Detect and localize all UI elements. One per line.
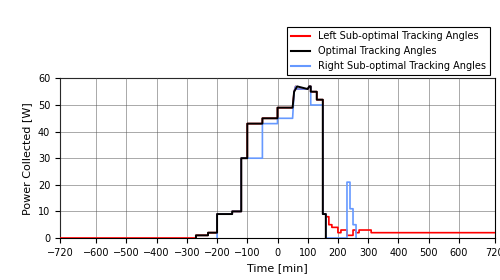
X-axis label: Time [min]: Time [min] (247, 263, 308, 273)
Legend: Left Sub-optimal Tracking Angles, Optimal Tracking Angles, Right Sub-optimal Tra: Left Sub-optimal Tracking Angles, Optima… (287, 27, 490, 75)
Y-axis label: Power Collected [W]: Power Collected [W] (22, 102, 32, 214)
